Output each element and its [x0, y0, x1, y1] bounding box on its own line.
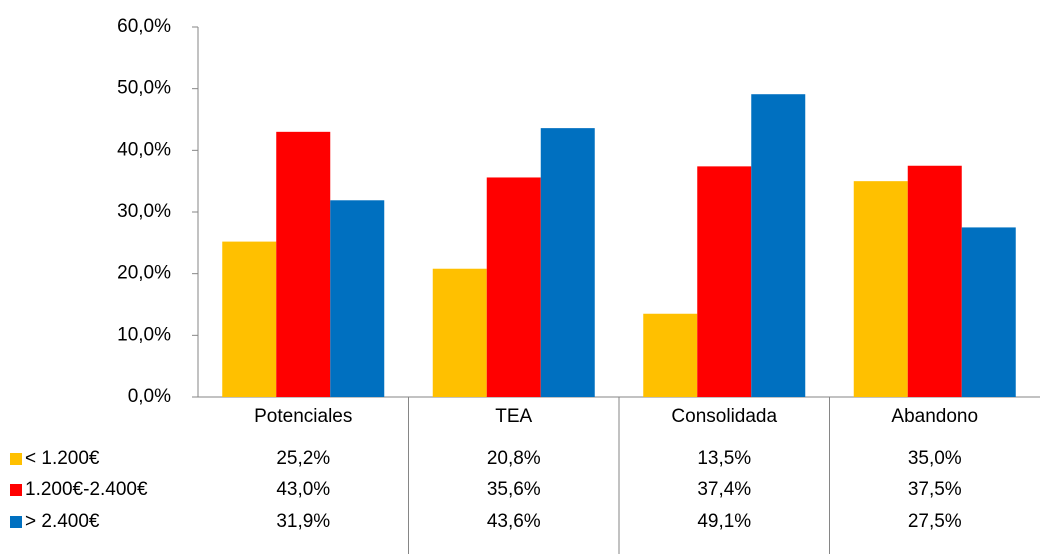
table-value: 25,2%: [276, 448, 330, 469]
bar: [853, 181, 908, 397]
bar: [643, 313, 698, 397]
x-tick-label: TEA: [495, 406, 532, 427]
bar: [961, 227, 1016, 397]
legend-swatch: [10, 516, 22, 528]
bar: [486, 177, 541, 397]
legend-swatch: [10, 453, 22, 465]
table-value: 31,9%: [276, 511, 330, 532]
legend-label: < 1.200€: [25, 448, 100, 469]
x-tick-label: Potenciales: [254, 406, 352, 427]
bar: [222, 241, 277, 397]
table-value: 37,5%: [908, 479, 962, 500]
table-value: 13,5%: [697, 448, 751, 469]
y-tick-label: 50,0%: [117, 78, 171, 99]
bar: [276, 131, 331, 398]
bar: [432, 268, 487, 397]
table-value: 37,4%: [697, 479, 751, 500]
y-tick-label: 10,0%: [117, 324, 171, 345]
table-value: 35,0%: [908, 448, 962, 469]
bar: [540, 128, 595, 397]
x-tick-label: Abandono: [891, 406, 978, 427]
bar: [330, 200, 385, 397]
y-tick-label: 20,0%: [117, 263, 171, 284]
y-tick-label: 60,0%: [117, 16, 171, 37]
y-tick-label: 0,0%: [128, 386, 171, 407]
table-value: 49,1%: [697, 511, 751, 532]
table-value: 27,5%: [908, 511, 962, 532]
x-tick-label: Consolidada: [671, 406, 777, 427]
y-tick-label: 30,0%: [117, 201, 171, 222]
table-value: 20,8%: [487, 448, 541, 469]
table-value: 43,6%: [487, 511, 541, 532]
table-value: 35,6%: [487, 479, 541, 500]
legend-swatch: [10, 484, 22, 496]
bar: [751, 94, 806, 397]
bar: [907, 165, 962, 397]
legend-label: 1.200€-2.400€: [25, 479, 148, 500]
y-tick-label: 40,0%: [117, 139, 171, 160]
legend-label: > 2.400€: [25, 511, 100, 532]
bar: [697, 166, 752, 397]
table-value: 43,0%: [276, 479, 330, 500]
